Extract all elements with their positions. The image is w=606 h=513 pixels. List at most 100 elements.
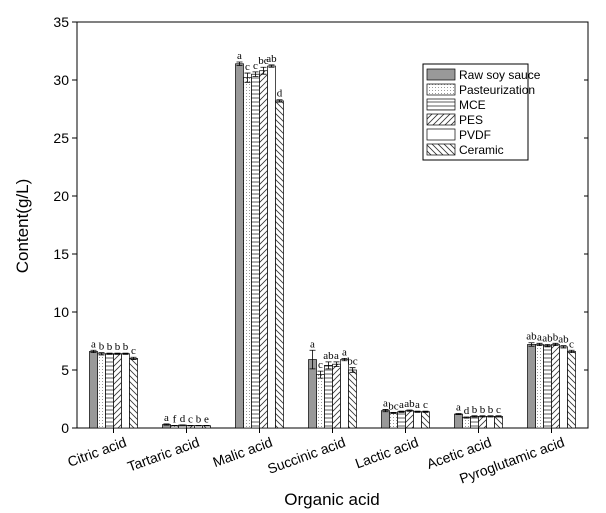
y-tick-label: 5 [61, 362, 69, 378]
error-bar [244, 72, 251, 83]
error-bar [90, 349, 97, 353]
bar [267, 65, 276, 429]
significance-letter: bc [347, 356, 358, 368]
error-bar [309, 349, 316, 370]
significance-letter: c [245, 61, 250, 73]
significance-letter: c [496, 404, 501, 416]
significance-letter: ab [526, 331, 537, 343]
significance-letter: b [480, 404, 486, 416]
error-bar [260, 66, 267, 75]
significance-letter: b [472, 404, 478, 416]
bar [567, 351, 576, 429]
x-tick-label: Succinic acid [265, 434, 347, 477]
significance-letter: bc [388, 400, 399, 412]
significance-letter: a [342, 346, 347, 358]
significance-letter: a [383, 397, 388, 409]
x-tick-label: Tartaric acid [125, 434, 201, 475]
significance-letter: b [488, 404, 494, 416]
error-bar [236, 61, 243, 66]
bar [243, 77, 252, 429]
bar [235, 63, 244, 429]
error-bar [398, 410, 405, 413]
error-bar [544, 344, 551, 348]
bar [413, 411, 422, 429]
error-bar [406, 409, 413, 412]
error-bar [122, 352, 129, 355]
bar [251, 73, 260, 429]
error-bar [455, 413, 462, 416]
legend-label: MCE [459, 98, 486, 112]
significance-letter: d [277, 88, 283, 100]
bar [89, 351, 98, 429]
y-tick-label: 35 [53, 14, 69, 30]
bar [308, 359, 317, 429]
significance-letter: a [237, 50, 242, 62]
bar [381, 410, 390, 429]
legend-swatch [426, 113, 456, 126]
error-bar [536, 342, 543, 347]
legend-swatch [426, 128, 456, 141]
bar [129, 358, 138, 429]
error-bar [325, 361, 332, 370]
significance-letter: b [107, 341, 113, 353]
error-bar [463, 416, 470, 419]
significance-letter: a [456, 402, 461, 414]
error-bar [333, 361, 340, 367]
bar [113, 353, 122, 429]
significance-letter: bc [258, 55, 269, 67]
x-tick-label: Malic acid [211, 434, 275, 470]
legend-label: Raw soy sauce [459, 68, 541, 82]
significance-letter: c [131, 345, 136, 357]
error-bar [163, 423, 170, 426]
bar [389, 412, 398, 429]
error-bar [317, 370, 324, 379]
y-tick-label: 10 [53, 304, 69, 320]
significance-letter: e [204, 413, 209, 425]
bar [421, 411, 430, 429]
legend-swatch [426, 83, 456, 96]
significance-letter: ab [542, 332, 553, 344]
legend-swatch [426, 98, 456, 111]
x-axis-title: Organic acid [284, 490, 379, 509]
bar [348, 369, 357, 429]
error-bar [106, 352, 113, 355]
y-axis-title: Content(g/L) [13, 179, 32, 274]
significance-letter: f [173, 413, 177, 425]
error-bar [560, 345, 567, 349]
legend-label: Pasteurization [459, 83, 535, 97]
error-bar [252, 71, 259, 77]
y-tick-label: 15 [53, 246, 69, 262]
bar [486, 416, 495, 429]
significance-letter: a [399, 399, 404, 411]
significance-letter: b [553, 331, 559, 343]
bar [527, 344, 536, 429]
significance-letter: a [334, 350, 339, 362]
bar [559, 346, 568, 429]
significance-letter: b [196, 413, 202, 425]
x-tick-label: Lactic acid [353, 434, 421, 472]
error-bar [98, 352, 105, 356]
bar [543, 345, 552, 429]
bar [316, 374, 325, 429]
significance-letter: c [423, 399, 428, 411]
x-tick-label: Citric acid [65, 434, 128, 470]
bar [397, 411, 406, 429]
significance-letter: ab [558, 334, 569, 346]
significance-letter: ab [266, 53, 277, 65]
error-bar [552, 342, 559, 347]
significance-letter: b [99, 341, 105, 353]
bar [551, 344, 560, 429]
significance-letter: b [123, 341, 129, 353]
significance-letter: a [537, 331, 542, 343]
significance-letter: c [569, 338, 574, 350]
bar [462, 417, 471, 429]
legend-swatch [426, 68, 456, 81]
bar [332, 363, 341, 429]
error-bar [276, 99, 283, 103]
error-bar [528, 342, 535, 347]
y-tick-label: 30 [53, 72, 69, 88]
error-bar [495, 415, 502, 418]
significance-letter: a [91, 338, 96, 350]
error-bar [114, 352, 121, 355]
error-bar [130, 356, 137, 360]
